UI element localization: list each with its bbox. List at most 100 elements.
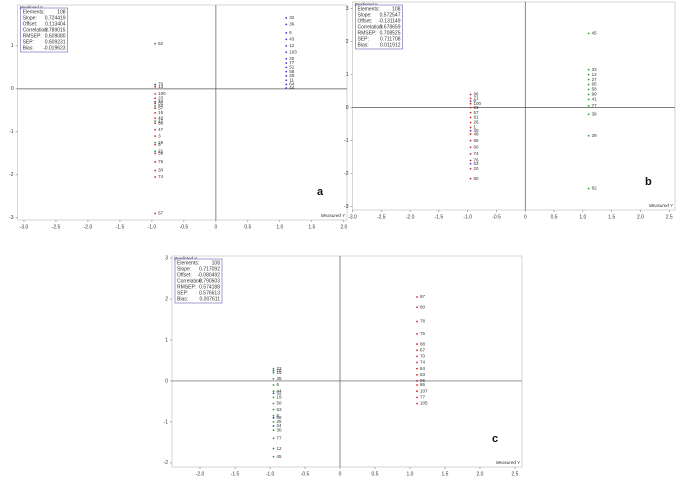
point-label: 83 (474, 105, 480, 110)
point-label: 76 (474, 158, 480, 163)
y-tick-label: 3 (165, 255, 168, 261)
point-label: 58 (289, 69, 295, 74)
y-tick-label: -1 (344, 138, 349, 144)
point-label: 107 (420, 388, 428, 393)
point (416, 320, 418, 323)
stats-label: Correlation: (177, 278, 203, 284)
point (272, 414, 275, 417)
point (416, 306, 418, 309)
x-tick-label: 2.5 (512, 471, 519, 477)
point (154, 117, 157, 119)
stats-value: -0.131149 (378, 18, 400, 24)
x-tick-label: -1.0 (266, 471, 275, 477)
x-tick-label: 0 (524, 214, 527, 220)
stats-label: Slope: (23, 15, 37, 21)
point-label: 70 (158, 82, 164, 87)
point-label: 33 (592, 67, 598, 72)
point-label: 47 (158, 127, 164, 132)
stats-value: 0.011912 (380, 42, 401, 48)
stats-value: 0.609231 (45, 39, 66, 45)
stats-label: Elements: (358, 6, 380, 12)
point-label: 77 (592, 103, 598, 108)
point-label: 38 (592, 111, 598, 116)
stats-label: Bias: (23, 45, 34, 51)
point (154, 141, 157, 144)
point-label: 105 (420, 401, 428, 406)
point-label: 15 (158, 110, 164, 115)
x-axis-title: Measured Y (649, 203, 674, 208)
point (154, 85, 157, 88)
point (154, 102, 157, 105)
point-label: 1 (474, 125, 477, 130)
y-tick-label: -2 (9, 172, 14, 178)
point-label: 96 (420, 378, 426, 383)
point (154, 135, 157, 138)
point (285, 70, 288, 73)
stats-label: Offset: (177, 272, 192, 278)
stats-label: Elements: (177, 260, 199, 266)
x-tick-label: -1.5 (231, 471, 240, 477)
x-tick-label: -1.0 (463, 214, 472, 220)
point-label: 45 (277, 454, 283, 459)
point (469, 146, 472, 149)
stats-value: 0.576613 (199, 290, 220, 296)
point (587, 78, 590, 81)
y-tick-label: 2 (346, 39, 349, 45)
x-tick-label: -0.5 (492, 214, 501, 220)
point-label: 57 (158, 105, 164, 110)
point (154, 112, 157, 114)
point (587, 32, 590, 35)
point (416, 332, 418, 335)
point (154, 107, 157, 110)
y-tick-label: -1 (164, 419, 169, 425)
point (154, 161, 157, 163)
point-label: 84 (420, 366, 426, 371)
point-label: 48 (474, 131, 480, 136)
point-label: 11 (289, 77, 294, 82)
point-label: 78 (420, 319, 426, 324)
point (469, 102, 472, 105)
x-tick-label: -3.0 (20, 224, 29, 230)
point (469, 162, 472, 165)
point (272, 384, 275, 386)
point-label: 27 (592, 77, 598, 82)
plot-frame (171, 255, 523, 468)
point (285, 66, 288, 69)
point (469, 111, 472, 114)
stats-label: Bias: (177, 296, 188, 302)
point (416, 349, 418, 352)
x-tick-label: -1.0 (148, 224, 157, 230)
x-tick-label: 2.0 (340, 224, 347, 230)
point-label: 15 (277, 370, 283, 375)
point-label: 6 (277, 382, 280, 387)
point-label: 64 (289, 82, 295, 87)
stats-value: 0.711708 (380, 36, 401, 42)
point (587, 88, 590, 91)
point-label: 62 (158, 41, 164, 46)
point (416, 361, 418, 364)
x-tick-label: -1.5 (116, 224, 125, 230)
x-tick-label: 1.0 (407, 471, 414, 477)
point (587, 83, 590, 86)
point (469, 129, 472, 132)
x-tick-label: -2.5 (377, 214, 386, 220)
point-label: 8 (474, 98, 477, 103)
point (154, 105, 157, 107)
point-label: 91 (474, 115, 480, 120)
stats-label: Elements: (23, 9, 45, 15)
point (272, 367, 275, 370)
point (272, 371, 275, 374)
point (272, 447, 275, 450)
y-tick-label: 0 (165, 378, 168, 384)
point (272, 429, 275, 432)
point (154, 97, 157, 100)
point (285, 57, 288, 60)
x-tick-label: 1.0 (579, 214, 586, 220)
point-label: 9 (158, 142, 161, 147)
point (154, 143, 157, 146)
point-label: 86 (420, 382, 426, 387)
stats-value: -0.019623 (43, 45, 66, 51)
stats-box (20, 7, 68, 53)
stats-value: 0.574188 (199, 284, 220, 290)
point-label: 26 (474, 120, 480, 125)
